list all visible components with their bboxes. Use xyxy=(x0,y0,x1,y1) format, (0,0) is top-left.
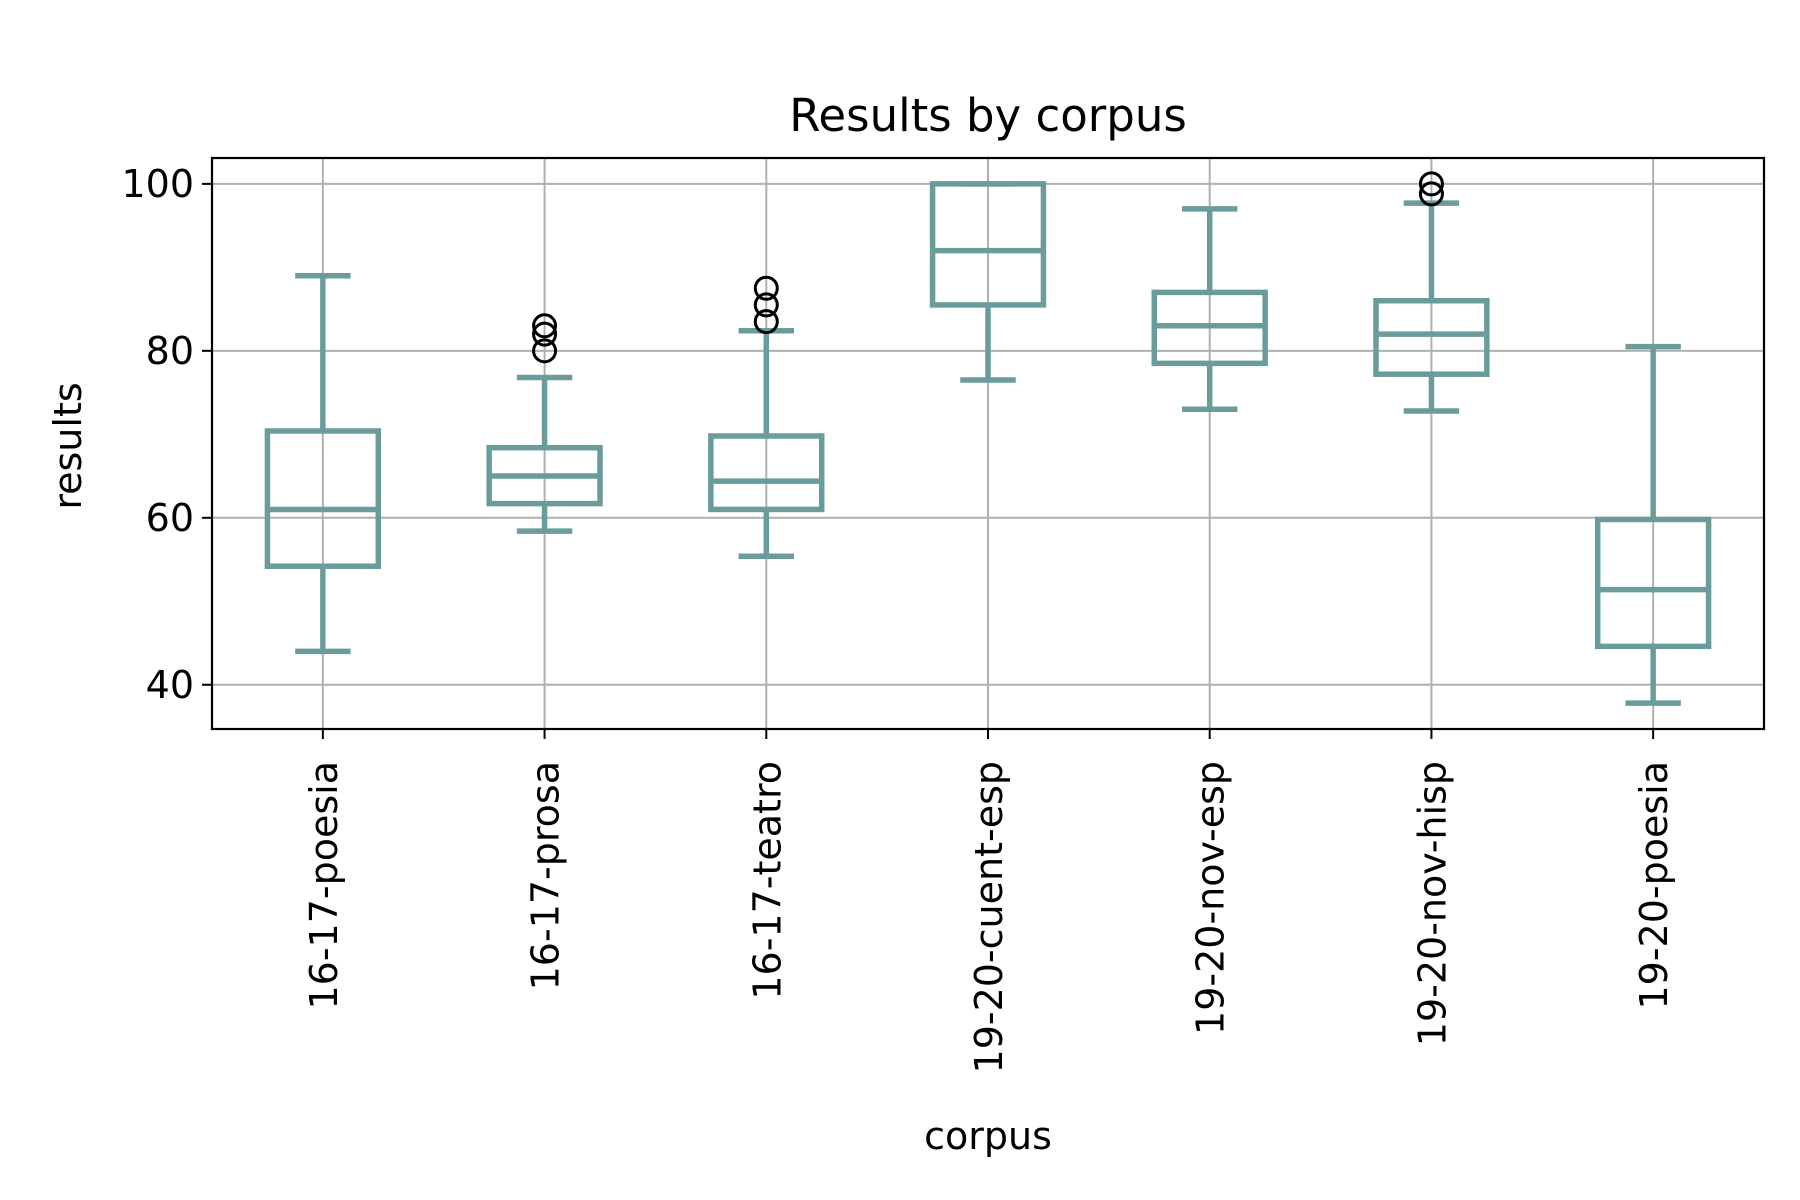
x-axis-label: corpus xyxy=(924,1114,1052,1158)
outlier-point xyxy=(753,292,779,318)
box-group xyxy=(486,313,603,534)
x-tick-label: 19-20-poesia xyxy=(1632,761,1676,1010)
x-tick-label: 19-20-nov-esp xyxy=(1189,761,1233,1035)
y-tick-label: 40 xyxy=(146,663,194,707)
outlier-point xyxy=(1418,171,1444,197)
grid-layer xyxy=(212,158,1764,729)
x-tick-label: 16-17-poesia xyxy=(302,761,346,1010)
box-group xyxy=(264,272,382,655)
y-axis-label: results xyxy=(46,382,90,509)
box-group xyxy=(929,181,1047,383)
x-tick-label: 16-17-prosa xyxy=(524,761,568,990)
box-group xyxy=(1373,171,1490,414)
box-iqr xyxy=(1594,516,1712,650)
box-group xyxy=(1594,343,1712,706)
box-group xyxy=(1151,206,1268,413)
box-iqr xyxy=(264,428,382,569)
tick-layer: 40 60 80 100 16-17-poesia 16-17-prosa 16-17-te… xyxy=(121,162,1676,1074)
box-iqr xyxy=(708,433,825,513)
outlier-point xyxy=(1418,181,1444,207)
box-layer xyxy=(264,171,1712,706)
x-tick-label: 16-17-teatro xyxy=(745,761,789,1000)
y-tick-label: 60 xyxy=(146,496,194,540)
chart-title: Results by corpus xyxy=(789,89,1187,142)
box-group xyxy=(708,275,825,559)
x-tick-label: 19-20-cuent-esp xyxy=(967,761,1011,1073)
y-tick-label: 100 xyxy=(121,162,194,206)
outlier-point xyxy=(753,309,779,335)
box-iqr xyxy=(929,181,1047,308)
outlier-point xyxy=(753,275,779,301)
outlier-point xyxy=(532,321,558,347)
outlier-point xyxy=(532,313,558,339)
box-iqr xyxy=(1373,298,1490,377)
x-tick-label: 19-20-nov-hisp xyxy=(1410,761,1454,1046)
y-tick-label: 80 xyxy=(146,329,194,373)
outlier-point xyxy=(532,338,558,364)
